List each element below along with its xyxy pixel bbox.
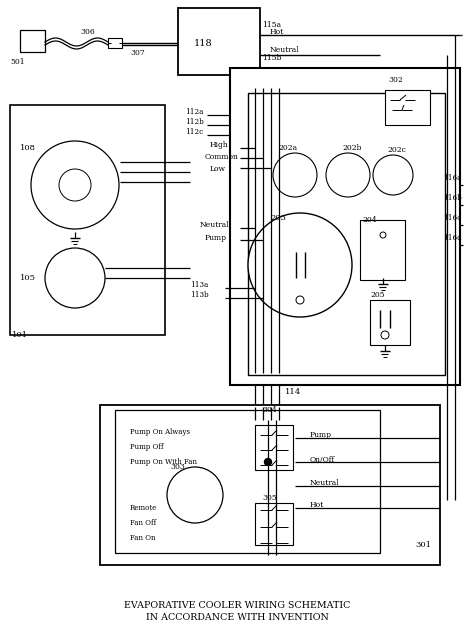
Text: Pump On With Fan: Pump On With Fan bbox=[130, 458, 197, 466]
Text: 303: 303 bbox=[170, 463, 185, 471]
Text: 112b: 112b bbox=[185, 118, 204, 126]
Text: Neutral: Neutral bbox=[270, 46, 300, 54]
Bar bbox=[248, 93, 445, 375]
Text: 304: 304 bbox=[262, 406, 277, 414]
Text: 115b: 115b bbox=[262, 54, 282, 62]
Bar bbox=[178, 8, 260, 75]
Bar bbox=[255, 503, 293, 545]
Text: 302: 302 bbox=[388, 76, 403, 84]
Text: 501: 501 bbox=[10, 58, 25, 66]
Text: Remote: Remote bbox=[130, 504, 157, 512]
Text: Pump Off: Pump Off bbox=[130, 443, 164, 451]
Text: 307: 307 bbox=[130, 49, 145, 57]
Text: 202c: 202c bbox=[387, 146, 406, 154]
Text: 112a: 112a bbox=[185, 108, 203, 116]
Circle shape bbox=[381, 331, 389, 339]
Text: 116a: 116a bbox=[443, 174, 461, 182]
Bar bbox=[115, 410, 380, 553]
Text: EVAPORATIVE COOLER WIRING SCHEMATIC: EVAPORATIVE COOLER WIRING SCHEMATIC bbox=[124, 600, 350, 609]
Circle shape bbox=[273, 153, 317, 197]
Text: 118: 118 bbox=[194, 39, 213, 47]
Bar bbox=[100, 405, 440, 565]
Bar bbox=[108, 38, 122, 48]
Text: Hot: Hot bbox=[270, 28, 284, 36]
Circle shape bbox=[380, 232, 386, 238]
Text: Pump On Always: Pump On Always bbox=[130, 428, 190, 436]
Text: 113a: 113a bbox=[190, 281, 208, 289]
Bar bbox=[360, 220, 405, 280]
Text: On/Off: On/Off bbox=[310, 456, 335, 464]
Text: 114: 114 bbox=[285, 388, 301, 396]
Text: Pump: Pump bbox=[205, 234, 227, 242]
Circle shape bbox=[373, 155, 413, 195]
Text: 306: 306 bbox=[80, 28, 95, 36]
Text: 204: 204 bbox=[362, 216, 377, 224]
Bar bbox=[230, 68, 460, 385]
Text: Common: Common bbox=[205, 153, 239, 161]
Text: 203: 203 bbox=[270, 214, 286, 222]
Bar bbox=[10, 105, 165, 335]
Circle shape bbox=[264, 458, 272, 466]
Circle shape bbox=[296, 296, 304, 304]
Text: 115a: 115a bbox=[262, 21, 281, 29]
Text: 202b: 202b bbox=[342, 144, 362, 152]
Text: 108: 108 bbox=[20, 144, 36, 152]
Text: Fan Off: Fan Off bbox=[130, 519, 156, 527]
Circle shape bbox=[45, 248, 105, 308]
Text: Low: Low bbox=[210, 165, 226, 173]
Text: 112c: 112c bbox=[185, 128, 203, 136]
Text: IN ACCORDANCE WITH INVENTION: IN ACCORDANCE WITH INVENTION bbox=[146, 614, 328, 623]
Text: 105: 105 bbox=[20, 274, 36, 282]
Text: 301: 301 bbox=[415, 541, 431, 549]
Text: Neutral: Neutral bbox=[310, 479, 340, 487]
Text: 116b: 116b bbox=[443, 194, 462, 202]
Circle shape bbox=[167, 467, 223, 523]
Bar bbox=[370, 300, 410, 345]
Text: Pump: Pump bbox=[310, 431, 332, 439]
Text: 116c: 116c bbox=[443, 214, 461, 222]
Text: 101: 101 bbox=[12, 331, 28, 339]
Text: 202a: 202a bbox=[278, 144, 297, 152]
Text: 116d: 116d bbox=[443, 234, 462, 242]
Text: 305: 305 bbox=[262, 494, 277, 502]
Text: 113b: 113b bbox=[190, 291, 209, 299]
Text: High: High bbox=[210, 141, 229, 149]
Bar bbox=[20, 30, 45, 52]
Text: Fan On: Fan On bbox=[130, 534, 155, 542]
Text: Hot: Hot bbox=[310, 501, 324, 509]
Bar bbox=[385, 90, 430, 125]
Bar bbox=[255, 425, 293, 470]
Text: Neutral: Neutral bbox=[200, 221, 229, 229]
Circle shape bbox=[326, 153, 370, 197]
Circle shape bbox=[248, 213, 352, 317]
Circle shape bbox=[31, 141, 119, 229]
Text: 205: 205 bbox=[370, 291, 384, 299]
Circle shape bbox=[59, 169, 91, 201]
